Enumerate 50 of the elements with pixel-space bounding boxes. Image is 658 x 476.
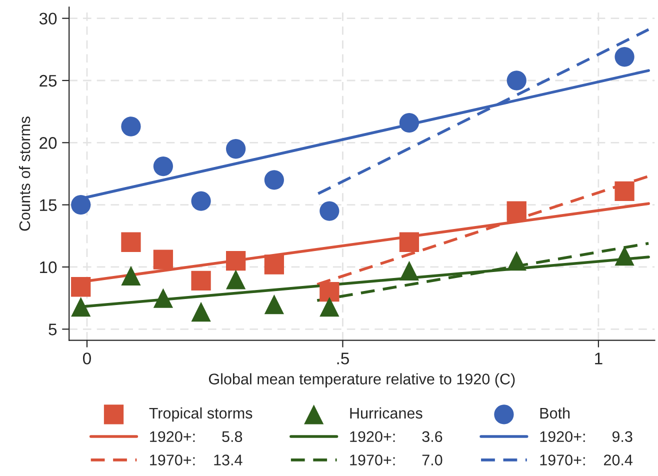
- point: [71, 195, 91, 215]
- legend-label: Hurricanes: [350, 407, 422, 419]
- point: [506, 201, 526, 221]
- point: [614, 246, 634, 266]
- point: [320, 296, 340, 317]
- x-tick-label: 0: [83, 352, 91, 364]
- legend-label: 1970+: 20.4: [540, 454, 633, 466]
- point: [191, 302, 211, 322]
- point: [191, 191, 211, 211]
- point: [399, 112, 420, 133]
- legend-label: 1920+: 3.6: [350, 431, 442, 442]
- point: [226, 250, 246, 271]
- point: [71, 296, 91, 317]
- y-tick-label: 15: [40, 199, 57, 212]
- legend-label: 1970+: 13.4: [150, 454, 242, 466]
- x-axis-title: Global mean temperature relative to 1920 (C): [208, 373, 515, 388]
- point: [264, 170, 284, 190]
- point: [264, 294, 284, 314]
- point: [614, 47, 634, 67]
- point: [153, 156, 174, 176]
- point: [399, 260, 420, 281]
- point: [506, 250, 526, 271]
- point: [226, 270, 246, 290]
- point: [121, 116, 141, 136]
- point: [226, 139, 246, 159]
- point: [264, 254, 284, 274]
- x-tick-label: .5: [337, 352, 349, 364]
- point: [506, 70, 526, 90]
- legend-label: 1920+: 9.3: [540, 431, 632, 442]
- legend-label: Both: [540, 407, 570, 419]
- point: [153, 288, 174, 308]
- x-tick-label: 1: [595, 352, 602, 364]
- point: [614, 181, 634, 201]
- point: [121, 266, 141, 286]
- point: [320, 201, 340, 221]
- point: [71, 277, 91, 297]
- y-tick-label: 30: [39, 12, 57, 25]
- legend-label: 1920+: 5.8: [150, 431, 242, 442]
- y-tick-label: 10: [40, 261, 57, 274]
- point: [121, 232, 141, 252]
- y-tick-label: 5: [48, 324, 57, 336]
- legend-label: 1970+: 7.0: [350, 454, 442, 466]
- point: [191, 270, 211, 290]
- y-tick-label: 25: [40, 74, 57, 87]
- y-tick-label: 20: [40, 137, 57, 149]
- point: [153, 250, 174, 270]
- point: [399, 232, 420, 252]
- point: [320, 282, 340, 302]
- y-axis-title: Counts of storms: [18, 116, 30, 231]
- legend-label: Tropical storms: [149, 407, 252, 422]
